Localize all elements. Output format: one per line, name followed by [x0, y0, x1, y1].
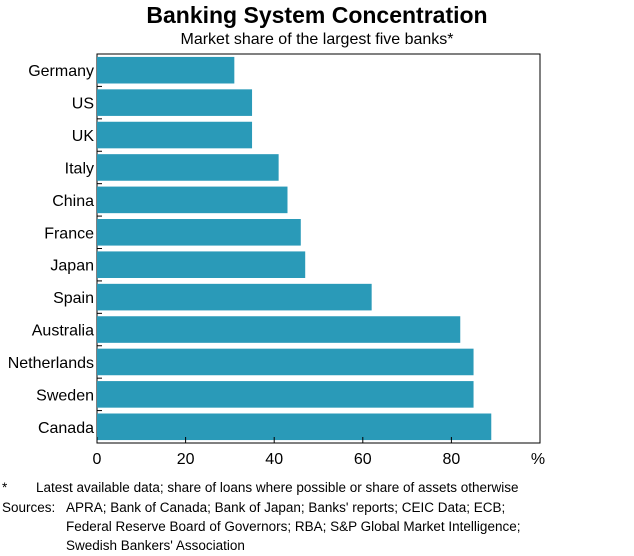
category-label-sweden: Sweden	[36, 387, 94, 404]
category-label-germany: Germany	[28, 63, 94, 80]
bar-chart: Germany US UK Italy China France Japan Spain Aus…	[8, 53, 545, 468]
x-tick-label: 20	[177, 451, 195, 468]
sources-text: APRA; Bank of Canada; Bank of Japan; Ban…	[66, 500, 521, 553]
footnote-text: Latest available data; share of loans wh…	[36, 480, 519, 495]
category-label-uk: UK	[72, 128, 95, 145]
category-label-netherlands: Netherlands	[8, 355, 94, 372]
category-label-spain: Spain	[53, 290, 94, 307]
category-label-japan: Japan	[50, 258, 94, 275]
category-label-australia: Australia	[32, 323, 94, 340]
x-tick-label: 40	[265, 451, 283, 468]
bar-spain	[97, 283, 372, 311]
category-label-china: China	[52, 193, 94, 210]
chart-subtitle: Market share of the largest five banks*	[180, 31, 454, 48]
bar-us	[97, 89, 253, 116]
bar-canada	[97, 413, 492, 441]
category-label-canada: Canada	[38, 420, 94, 437]
chart-notes: * Latest available data; share of loans …	[2, 478, 632, 555]
x-axis-unit: %	[531, 451, 545, 468]
bar-germany	[97, 56, 235, 84]
footnote-row: * Latest available data; share of loans …	[2, 478, 632, 497]
sources-row: Sources: APRA; Bank of Canada; Bank of J…	[2, 498, 632, 555]
x-tick-label: 0	[93, 451, 102, 468]
category-label-italy: Italy	[65, 160, 94, 177]
chart-title: Banking System Concentration	[146, 2, 488, 28]
category-labels: Germany US UK Italy China France Japan Spain Aus…	[8, 63, 102, 444]
bar-china	[97, 186, 288, 214]
x-axis-ticks: 0 20 40 60 80	[93, 437, 461, 468]
x-tick-label: 60	[354, 451, 372, 468]
bar-australia	[97, 316, 461, 343]
bar-france	[97, 219, 301, 246]
bar-italy	[97, 154, 279, 181]
category-label-us: US	[72, 96, 94, 113]
footnote-marker: *	[2, 480, 8, 495]
bars-group	[97, 56, 492, 441]
bar-netherlands	[97, 348, 474, 376]
x-tick-label: 80	[443, 451, 461, 468]
bar-uk	[97, 121, 253, 149]
bar-sweden	[97, 381, 474, 408]
category-label-france: France	[44, 225, 94, 242]
sources-label: Sources:	[2, 500, 56, 515]
bar-japan	[97, 251, 306, 278]
